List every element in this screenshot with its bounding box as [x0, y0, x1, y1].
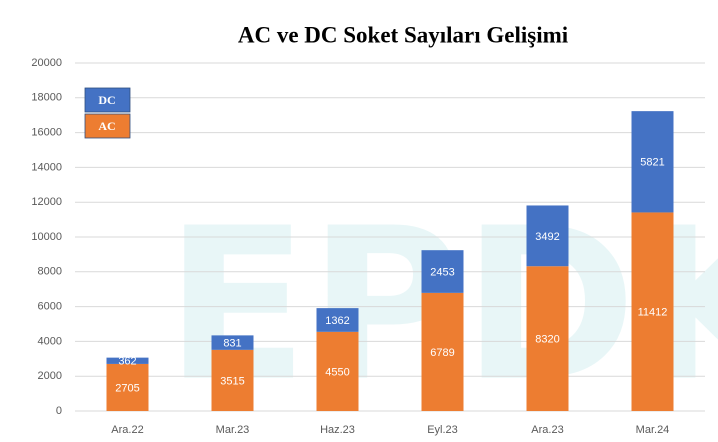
bar-segment — [106, 363, 149, 411]
bar-segment — [526, 266, 569, 411]
y-tick-label: 14000 — [31, 161, 62, 173]
bar-segment — [316, 308, 359, 332]
data-label: 2705 — [115, 382, 139, 394]
y-tick-label: 8000 — [38, 266, 62, 278]
y-tick-label: 16000 — [31, 127, 62, 139]
y-tick-label: 4000 — [38, 335, 62, 347]
x-tick-label: Ara.22 — [111, 424, 143, 436]
data-label: 5821 — [640, 157, 664, 169]
y-tick-label: 20000 — [31, 57, 62, 69]
x-tick-label: Mar.23 — [216, 424, 250, 436]
bar-segment — [211, 349, 254, 411]
data-label: 362 — [118, 356, 136, 368]
data-label: 3515 — [220, 375, 244, 387]
bar-segment — [316, 331, 359, 411]
x-tick-label: Mar.24 — [636, 424, 670, 436]
y-tick-label: 10000 — [31, 231, 62, 243]
y-tick-label: 0 — [56, 405, 62, 417]
legend-label: AC — [98, 119, 115, 133]
x-tick-label: Ara.23 — [531, 424, 563, 436]
data-label: 2453 — [430, 266, 454, 278]
x-tick-label: Eyl.23 — [427, 424, 458, 436]
y-tick-label: 18000 — [31, 92, 62, 104]
chart-title: AC ve DC Soket Sayıları Gelişimi — [238, 22, 569, 47]
data-label: 4550 — [325, 366, 349, 378]
bar-segment — [421, 292, 464, 411]
data-label: 8320 — [535, 334, 559, 346]
legend-swatch — [84, 113, 131, 139]
legend-label: DC — [98, 93, 115, 107]
bar-segment — [106, 357, 149, 364]
data-label: 11412 — [638, 307, 668, 319]
y-tick-label: 2000 — [38, 370, 62, 382]
data-label: 3492 — [535, 231, 559, 243]
bar-segment — [631, 111, 674, 213]
data-label: 1362 — [325, 315, 349, 327]
y-tick-label: 12000 — [31, 196, 62, 208]
bar-segment — [526, 205, 569, 267]
bar-segment — [631, 212, 674, 411]
y-tick-label: 6000 — [38, 301, 62, 313]
data-label: 6789 — [430, 347, 454, 359]
bar-segment — [421, 250, 464, 293]
x-tick-label: Haz.23 — [320, 424, 355, 436]
data-label: 831 — [223, 338, 241, 350]
legend-swatch — [84, 87, 131, 113]
bar-segment — [211, 335, 254, 350]
